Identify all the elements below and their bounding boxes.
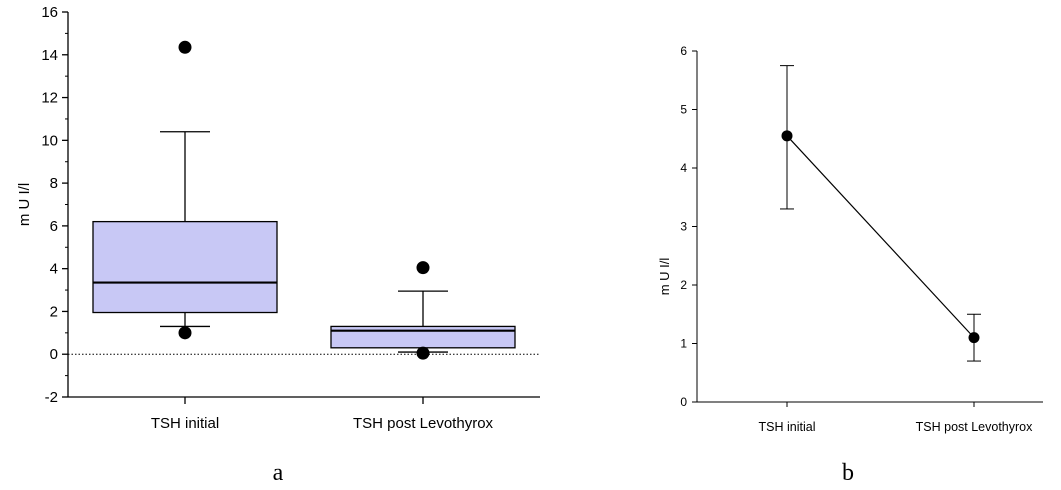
y-tick-label: 1: [680, 337, 687, 351]
y-tick-label: -2: [45, 389, 58, 406]
y-tick-label: 12: [41, 90, 58, 107]
y-tick-label: 0: [680, 395, 687, 409]
y-tick-label: 6: [50, 218, 58, 235]
y-tick-label: 2: [50, 303, 58, 320]
x-tick-label: TSH post Levothyrox: [353, 415, 494, 432]
line-chart-panel-b: m U I/l b 0 1 2 3 4 5 6 TSH initial TSH post Lev…: [657, 44, 1043, 486]
panel-a-letter: a: [273, 460, 284, 486]
y-tick-label: 5: [680, 103, 687, 117]
box: [92, 220, 278, 314]
y-tick-label: 8: [50, 175, 58, 192]
box-plot-panel-a: m U I/l a -2 0 2 4 6 8 10 12 14 16 TSH initial TSH …: [16, 4, 540, 486]
panel-a-y-axis-label: m U I/l: [16, 183, 33, 226]
x-tick-label: TSH post Levothyrox: [916, 420, 1033, 434]
mean-point: [781, 130, 793, 142]
panel-b-letter: b: [842, 460, 854, 486]
y-tick-label: 2: [680, 278, 687, 292]
x-tick-label: TSH initial: [759, 420, 816, 434]
x-tick-label: TSH initial: [151, 415, 219, 432]
y-tick-label: 3: [680, 220, 687, 234]
y-tick-label: 4: [50, 261, 58, 278]
y-tick-label: 16: [41, 4, 58, 21]
mean-point: [968, 332, 980, 344]
y-tick-label: 14: [41, 47, 58, 64]
outlier-point: [178, 326, 192, 340]
outlier-point: [178, 40, 192, 54]
y-tick-label: 4: [680, 161, 687, 175]
outlier-point: [416, 346, 430, 360]
y-tick-label: 0: [50, 346, 58, 363]
series-line: [786, 135, 975, 339]
outlier-point: [416, 261, 430, 275]
y-tick-label: 10: [41, 132, 58, 149]
y-tick-label: 6: [680, 44, 687, 58]
panel-b-y-axis-label: m U I/l: [657, 258, 672, 296]
